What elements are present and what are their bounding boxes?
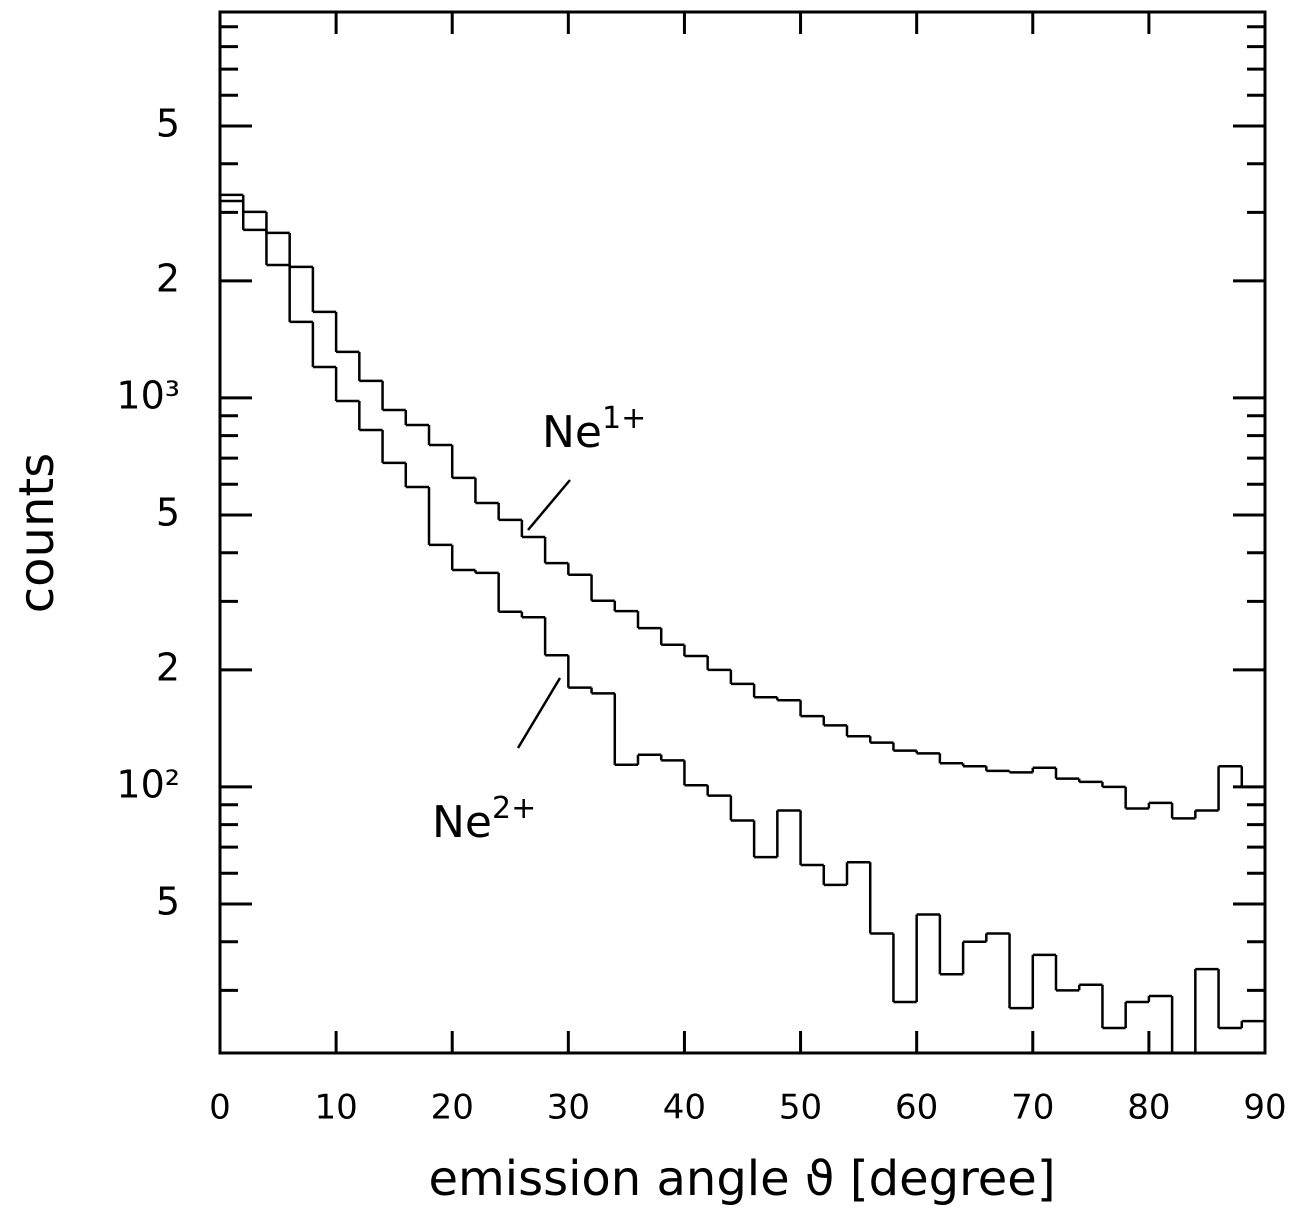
annotation: Ne2+ — [432, 791, 536, 849]
plot-frame — [218, 10, 1267, 1055]
annotation-text: Ne — [542, 407, 602, 458]
annotation-superscript: 2+ — [492, 791, 536, 826]
x-tick-label: 90 — [1243, 1088, 1286, 1128]
x-axis-title: emission angle ϑ [degree] — [428, 1151, 1055, 1207]
annotation-leader — [527, 479, 571, 531]
y-tick-label: 10² — [116, 762, 180, 806]
annotation-leader — [516, 677, 562, 749]
y-tick-label: 5 — [156, 102, 180, 146]
x-tick-label: 0 — [209, 1088, 231, 1128]
x-tick-label: 40 — [663, 1088, 706, 1128]
x-tick-label: 50 — [779, 1088, 822, 1128]
y-tick-label: 2 — [156, 256, 180, 300]
y-tick-label: 2 — [156, 645, 180, 689]
x-tick-label: 70 — [1011, 1088, 1054, 1128]
x-tick-label: 80 — [1127, 1088, 1170, 1128]
x-tick-label: 20 — [431, 1088, 474, 1128]
y-tick-label: 10³ — [116, 373, 180, 417]
x-tick-label: 30 — [547, 1088, 590, 1128]
y-axis-title: counts — [9, 453, 65, 613]
y-tick-label: 5 — [156, 491, 180, 535]
annotation-text: Ne — [432, 797, 492, 848]
y-tick-label: 5 — [156, 880, 180, 924]
annotation: Ne1+ — [542, 401, 646, 459]
x-tick-label: 10 — [314, 1088, 357, 1128]
annotation-superscript: 1+ — [602, 401, 646, 436]
x-tick-label: 60 — [895, 1088, 938, 1128]
plot-area — [220, 193, 1265, 1053]
